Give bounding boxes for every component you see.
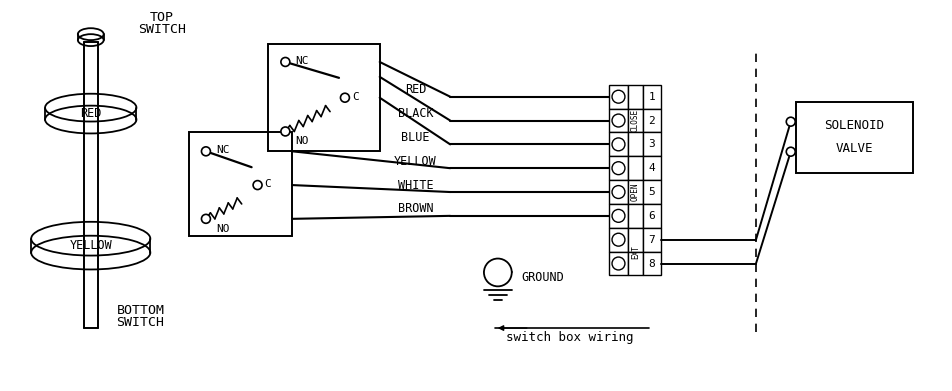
Text: VALVE: VALVE xyxy=(835,142,872,155)
Bar xyxy=(643,251,660,275)
Text: 1: 1 xyxy=(647,92,654,102)
Bar xyxy=(795,102,912,173)
Bar xyxy=(643,228,660,251)
Circle shape xyxy=(611,90,625,103)
Bar xyxy=(608,228,627,251)
Text: 7: 7 xyxy=(647,235,654,245)
Text: EXT: EXT xyxy=(630,245,639,258)
Bar xyxy=(627,204,643,228)
Circle shape xyxy=(611,233,625,246)
Bar xyxy=(268,44,379,151)
Text: NC: NC xyxy=(216,145,229,155)
Circle shape xyxy=(201,214,210,223)
Bar xyxy=(643,180,660,204)
Circle shape xyxy=(785,117,794,126)
Text: switch box wiring: switch box wiring xyxy=(506,332,632,344)
Bar xyxy=(627,251,643,275)
Text: BOTTOM: BOTTOM xyxy=(116,304,165,317)
Bar xyxy=(643,133,660,156)
Text: RED: RED xyxy=(80,107,101,120)
Bar xyxy=(643,156,660,180)
Bar xyxy=(627,156,643,180)
Text: 4: 4 xyxy=(647,163,654,173)
Text: YELLOW: YELLOW xyxy=(393,155,436,168)
Text: 8: 8 xyxy=(647,258,654,269)
Text: OPEN: OPEN xyxy=(630,183,639,201)
Text: SOLENOID: SOLENOID xyxy=(823,120,883,133)
Circle shape xyxy=(484,258,511,286)
Bar xyxy=(627,180,643,204)
Bar xyxy=(608,204,627,228)
Circle shape xyxy=(201,147,210,156)
Circle shape xyxy=(785,147,794,156)
Text: GROUND: GROUND xyxy=(521,271,564,284)
Text: 2: 2 xyxy=(647,115,654,126)
Circle shape xyxy=(611,186,625,199)
Circle shape xyxy=(611,210,625,222)
Bar xyxy=(608,156,627,180)
Text: BLUE: BLUE xyxy=(401,131,429,144)
Bar xyxy=(608,133,627,156)
Text: RED: RED xyxy=(405,83,426,96)
Bar xyxy=(608,109,627,133)
Text: BROWN: BROWN xyxy=(397,203,433,215)
Text: 5: 5 xyxy=(647,187,654,197)
Text: BLACK: BLACK xyxy=(397,107,433,120)
Bar xyxy=(627,133,643,156)
Circle shape xyxy=(281,127,289,136)
Bar xyxy=(188,133,292,236)
Text: C: C xyxy=(265,179,271,189)
Bar xyxy=(643,109,660,133)
Bar xyxy=(608,251,627,275)
Circle shape xyxy=(340,93,349,102)
Circle shape xyxy=(611,114,625,127)
Bar xyxy=(643,85,660,109)
Bar xyxy=(608,180,627,204)
Text: YELLOW: YELLOW xyxy=(69,239,112,252)
Circle shape xyxy=(611,162,625,175)
Text: SWITCH: SWITCH xyxy=(116,316,165,328)
Bar xyxy=(643,204,660,228)
Text: NC: NC xyxy=(295,56,308,66)
Text: NO: NO xyxy=(216,224,229,234)
Bar xyxy=(627,109,643,133)
Text: CLOSE: CLOSE xyxy=(630,109,639,132)
Text: SWITCH: SWITCH xyxy=(138,23,186,36)
Text: 3: 3 xyxy=(647,139,654,149)
Circle shape xyxy=(253,181,262,190)
Bar xyxy=(627,228,643,251)
Circle shape xyxy=(281,57,289,66)
Bar xyxy=(608,85,627,109)
Circle shape xyxy=(611,138,625,151)
Text: C: C xyxy=(351,92,358,102)
Bar xyxy=(627,85,643,109)
Circle shape xyxy=(611,257,625,270)
Text: WHITE: WHITE xyxy=(397,179,433,192)
Text: NO: NO xyxy=(295,136,308,146)
Text: TOP: TOP xyxy=(150,11,174,24)
Text: 6: 6 xyxy=(647,211,654,221)
